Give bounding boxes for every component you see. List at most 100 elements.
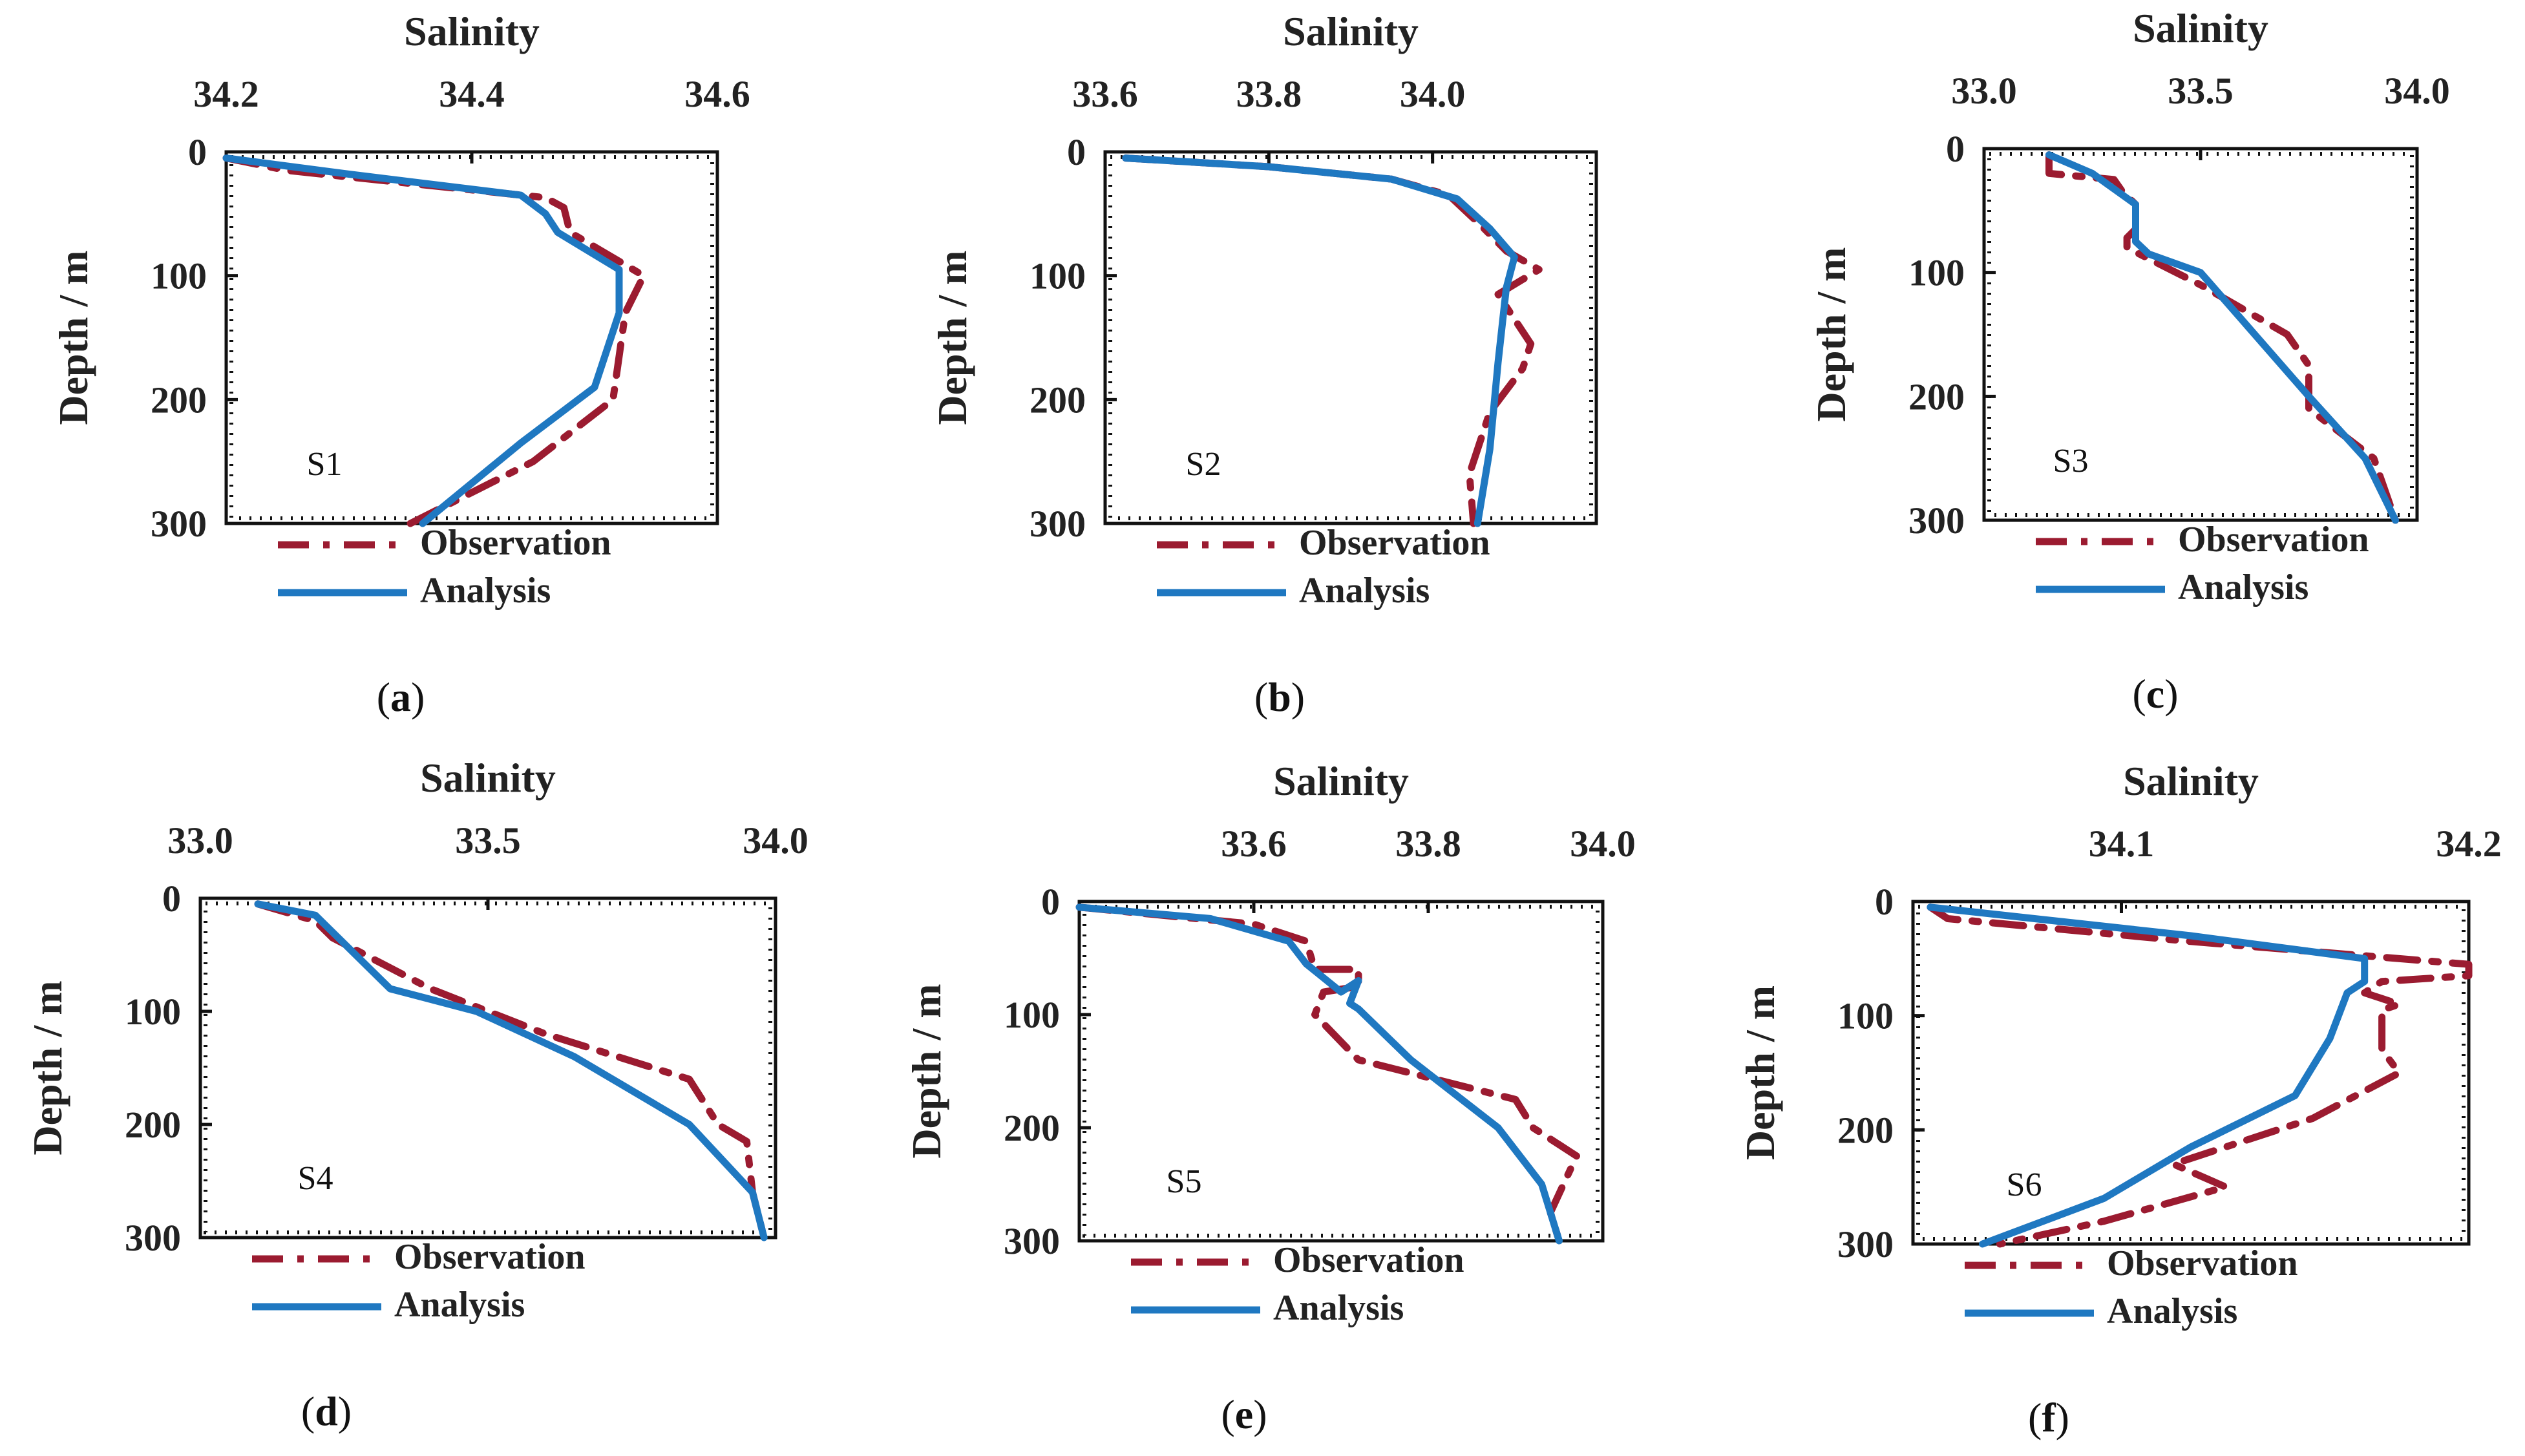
y-tick-label: 100 (1908, 252, 1965, 294)
plot-frame (1077, 900, 1605, 1243)
y-axis-label: Depth / m (25, 980, 70, 1155)
x-tick-label: 34.1 (2089, 823, 2155, 865)
y-axis-label: Depth / m (929, 250, 975, 425)
legend-label-observation: Observation (394, 1237, 586, 1277)
legend-label-observation: Observation (1273, 1240, 1464, 1280)
panel-label: (b) (1254, 674, 1305, 720)
plot-frame (1982, 147, 2419, 522)
minor-ticks (1108, 155, 1593, 520)
legend-label-analysis: Analysis (1273, 1288, 1404, 1328)
plot-frame (198, 896, 777, 1240)
legend: Observation Analysis (278, 523, 611, 611)
plot-frame (224, 150, 719, 525)
series-analysis (254, 900, 768, 1241)
chart-panel-b: Salinity 33.6 33.8 34.0 0 100 200 300 Depth / m S… (929, 8, 1598, 720)
panel-label: (c) (2132, 671, 2178, 717)
series-analysis (1122, 154, 1518, 527)
chart-panel-c: Salinity 33.0 33.5 34.0 0 100 200 300 Depth / m S… (1808, 5, 2450, 717)
y-tick-label: 300 (1837, 1223, 1894, 1265)
series-analysis (222, 154, 623, 527)
legend-label-analysis: Analysis (2178, 567, 2308, 607)
legend: Observation Analysis (2036, 520, 2369, 607)
chart-panel-d: Salinity 33.0 33.5 34.0 0 100 200 300 Depth / m S… (25, 755, 808, 1434)
y-tick-label: 300 (1004, 1220, 1060, 1262)
x-tick-label: 33.6 (1072, 73, 1138, 115)
x-tick-label: 34.6 (684, 73, 750, 115)
plot-frame (1911, 900, 2471, 1246)
y-tick-label: 0 (162, 878, 181, 920)
x-tick-label: 33.6 (1221, 823, 1287, 865)
y-tick-label: 200 (151, 379, 207, 421)
y-axis-label: Depth / m (50, 250, 96, 425)
x-tick-label: 34.4 (439, 73, 505, 115)
y-axis-label: Depth / m (1737, 986, 1783, 1160)
x-tick-label: 34.2 (2436, 823, 2502, 865)
minor-ticks (229, 155, 714, 520)
chart-panel-f: Salinity 34.1 34.2 0 100 200 300 Depth / m S6 Obs… (1737, 758, 2502, 1440)
y-tick-label: 0 (1067, 131, 1086, 173)
series-observation (254, 900, 768, 1241)
minor-ticks (1987, 152, 2414, 517)
x-tick-label: 33.0 (167, 819, 233, 861)
minor-ticks (1083, 905, 1600, 1238)
legend-label-observation: Observation (1299, 523, 1490, 563)
minor-ticks (204, 902, 772, 1234)
legend: Observation Analysis (1157, 523, 1490, 611)
legend-label-observation: Observation (420, 523, 611, 563)
y-tick-label: 0 (1946, 128, 1965, 170)
x-tick-label: 33.8 (1236, 73, 1302, 115)
panel-label: (a) (377, 674, 425, 720)
y-tick-label: 100 (125, 991, 181, 1033)
y-axis-label: Depth / m (1808, 247, 1854, 421)
y-tick-label: 200 (125, 1104, 181, 1146)
x-tick-label: 33.5 (455, 819, 521, 861)
chart-title: Salinity (420, 755, 556, 801)
x-tick-label: 34.0 (2384, 70, 2450, 112)
y-tick-label: 100 (1004, 994, 1060, 1036)
legend-label-analysis: Analysis (420, 571, 551, 611)
series-observation (1075, 903, 1580, 1245)
panel-label: (e) (1221, 1391, 1267, 1437)
chart-panel-a: Salinity 34.2 34.4 34.6 0 100 200 300 Depth / m S… (50, 8, 750, 720)
y-tick-label: 300 (125, 1217, 181, 1259)
panel-label: (d) (301, 1388, 352, 1434)
y-tick-label: 300 (1908, 500, 1965, 542)
chart-title: Salinity (1283, 8, 1419, 54)
station-label: S1 (307, 446, 343, 483)
panel-label: (f) (2028, 1395, 2069, 1440)
legend: Observation Analysis (252, 1237, 586, 1325)
chart-title: Salinity (404, 8, 540, 54)
chart-title: Salinity (2133, 5, 2268, 51)
station-label: S3 (2053, 443, 2089, 480)
series-observation (2045, 151, 2399, 524)
series-analysis (1075, 903, 1563, 1245)
x-tick-label: 33.5 (2168, 70, 2234, 112)
x-tick-label: 34.0 (1570, 823, 1636, 865)
legend-label-observation: Observation (2107, 1243, 2298, 1283)
x-tick-label: 33.8 (1395, 823, 1461, 865)
chart-title: Salinity (2123, 758, 2259, 804)
chart-title: Salinity (1273, 758, 1409, 804)
y-axis-label: Depth / m (903, 984, 949, 1158)
x-tick-label: 34.0 (743, 819, 808, 861)
series-analysis (1927, 903, 2369, 1248)
chart-panel-e: Salinity 33.6 33.8 34.0 0 100 200 300 Depth / m S… (903, 758, 1636, 1437)
y-tick-label: 100 (1837, 995, 1894, 1037)
legend-label-observation: Observation (2178, 520, 2369, 560)
y-tick-label: 0 (1041, 881, 1060, 923)
y-tick-label: 0 (1875, 881, 1894, 923)
station-label: S4 (298, 1160, 333, 1197)
y-tick-label: 0 (188, 131, 207, 173)
y-tick-label: 100 (151, 255, 207, 297)
legend: Observation Analysis (1131, 1240, 1464, 1328)
legend-label-analysis: Analysis (2107, 1291, 2237, 1331)
series-analysis (2045, 151, 2399, 524)
y-tick-label: 100 (1030, 255, 1086, 297)
y-tick-label: 200 (1837, 1109, 1894, 1151)
x-tick-label: 34.2 (193, 73, 259, 115)
legend-label-analysis: Analysis (1299, 571, 1430, 611)
station-label: S2 (1186, 446, 1221, 483)
station-label: S6 (2007, 1166, 2042, 1203)
plot-frame (1103, 150, 1598, 525)
